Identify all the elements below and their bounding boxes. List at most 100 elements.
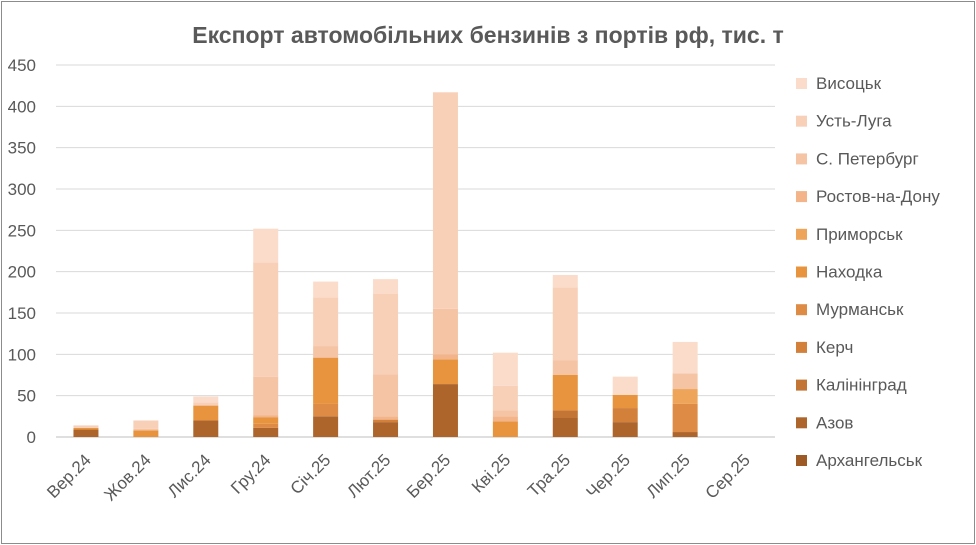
bar-segment [73, 425, 99, 428]
x-tick-label: Тра.25 [524, 450, 574, 500]
y-tick-label: 300 [8, 180, 36, 199]
bar-segment [492, 421, 518, 437]
legend-label: Калінінград [816, 376, 907, 395]
legend-label: Ростов-на-Дону [816, 187, 940, 206]
x-tick-label: Чер.25 [583, 450, 635, 502]
x-tick-label: Кві.25 [468, 450, 514, 496]
bar-segment [373, 422, 399, 437]
bar-segment [193, 405, 219, 421]
bar-segment [133, 428, 159, 431]
bar-segment [133, 430, 159, 437]
bar-segment [492, 385, 518, 411]
legend-swatch [796, 341, 807, 353]
bar-segment [373, 416, 399, 420]
x-tick-label: Гру.24 [227, 450, 274, 497]
x-tick-label: Жов.24 [101, 450, 155, 504]
legend-label: Мурманськ [816, 300, 904, 319]
legend-label: Керч [816, 338, 853, 357]
bar-segment [552, 360, 578, 375]
legend-swatch [796, 379, 807, 391]
y-tick-label: 150 [8, 304, 36, 323]
legend-label: Находка [816, 263, 883, 282]
bar-segment [193, 402, 219, 406]
bar-segment [552, 274, 578, 288]
bar-segment [612, 376, 638, 395]
legend-label: Висоцьк [816, 74, 882, 93]
chart-title: Експорт автомобільних бензинів з портів … [192, 22, 784, 48]
bar-segment [253, 228, 279, 263]
bar-segment [672, 389, 698, 404]
legend-swatch [796, 455, 807, 466]
x-tick-label: Бер.25 [403, 450, 454, 501]
legend-swatch [796, 115, 807, 127]
bar-segment [253, 427, 279, 437]
bar-segment [552, 417, 578, 437]
y-tick-label: 0 [27, 428, 36, 447]
y-tick-label: 50 [17, 387, 36, 406]
y-tick-label: 100 [8, 345, 36, 364]
x-tick-label: Січ.25 [287, 450, 335, 498]
bar-segment [313, 357, 339, 404]
bar-segment [492, 352, 518, 386]
legend-swatch [796, 417, 807, 429]
bar-segment [373, 279, 399, 294]
legend-label: С. Петербург [816, 149, 919, 168]
bar-segment [253, 376, 279, 416]
bar-segment [552, 375, 578, 411]
bar-segment [313, 281, 339, 298]
bar-segment [73, 429, 99, 437]
legend: Висоцьк Усть-Луга С. Петербург Ростов-на-До… [796, 74, 940, 470]
y-tick-label: 350 [8, 139, 36, 158]
y-tick-label: 400 [8, 97, 36, 116]
legend-label: Приморськ [816, 225, 903, 244]
bar-segment [612, 408, 638, 423]
bar-segment [672, 341, 698, 374]
bar-segment [672, 432, 698, 437]
legend-swatch [796, 153, 807, 165]
bar-segment [432, 359, 458, 385]
bar-segment [612, 422, 638, 437]
bar-segment [253, 417, 279, 424]
x-tick-label: Лип.25 [643, 450, 694, 501]
bar-segment [432, 384, 458, 437]
legend-swatch [796, 266, 807, 278]
legend-swatch [796, 78, 807, 89]
bar-segment [253, 415, 279, 418]
y-tick-label: 250 [8, 221, 36, 240]
y-tick-label: 450 [8, 56, 36, 75]
bar-segment [313, 403, 339, 417]
bar-layer [73, 92, 698, 437]
bar-segment [193, 396, 219, 403]
legend-swatch [796, 228, 807, 240]
bar-segment [432, 308, 458, 355]
bar-segment [552, 287, 578, 361]
bar-segment [612, 394, 638, 409]
bar-segment [133, 420, 159, 429]
legend-label: Усть-Луга [816, 112, 892, 131]
bar-segment [373, 374, 399, 417]
grid-layer [56, 64, 775, 438]
bar-segment [313, 416, 339, 437]
bar-segment [672, 373, 698, 390]
bar-segment [73, 427, 99, 430]
y-tick-label: 200 [8, 263, 36, 282]
bar-segment [253, 423, 279, 428]
bar-segment [313, 297, 339, 347]
x-tick-label: Лют.25 [343, 450, 394, 501]
legend-label: Архангельськ [816, 451, 923, 470]
legend-label: Азов [816, 413, 853, 432]
bar-segment [373, 293, 399, 375]
x-tick-label: Лис.24 [164, 450, 215, 501]
bar-segment [313, 346, 339, 358]
y-axis-ticks: 0 50 100 150 200 250 300 350 400 450 [8, 56, 36, 447]
x-tick-label: Сер.25 [702, 450, 754, 502]
bar-segment [492, 410, 518, 417]
x-axis-ticks: Вер.24 Жов.24 Лис.24 Гру.24 Січ.25 Лют.25 Бер.… [43, 450, 754, 504]
bar-segment [492, 416, 518, 422]
bar-segment [672, 403, 698, 433]
legend-swatch [796, 191, 807, 203]
bar-segment [253, 262, 279, 377]
bar-segment [193, 420, 219, 437]
